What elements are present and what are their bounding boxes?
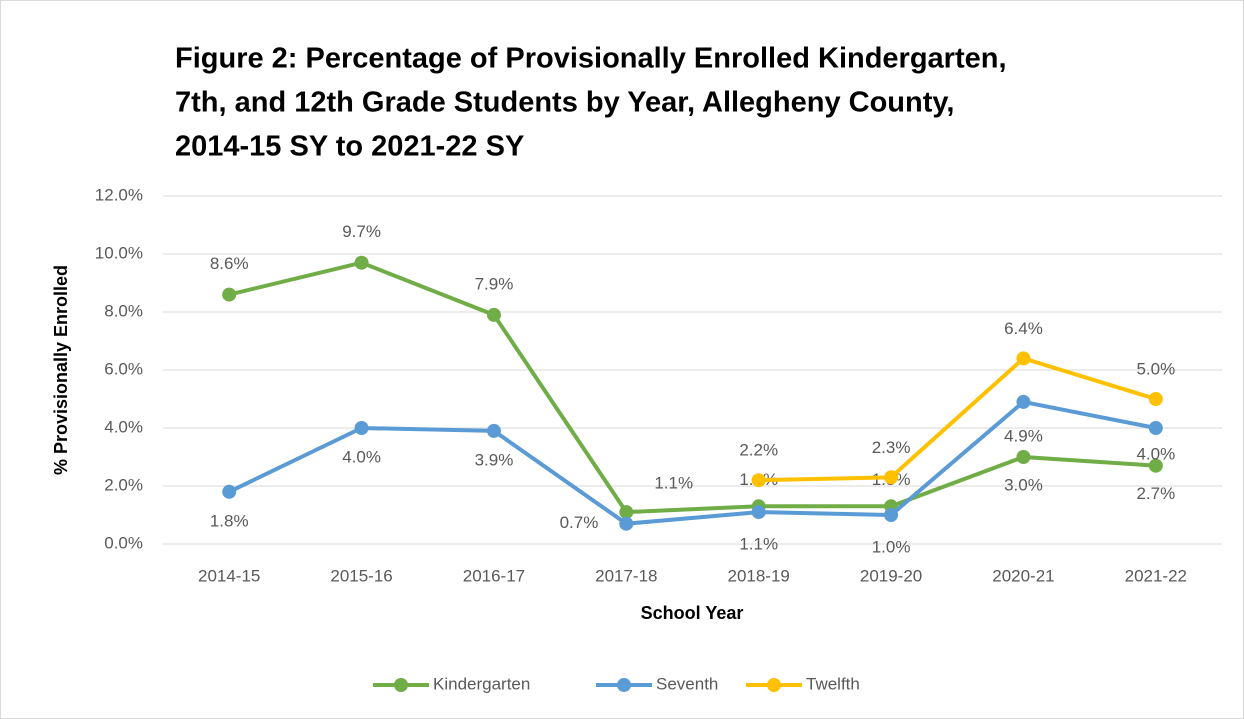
- data-point: [222, 287, 237, 302]
- x-tick-label: 2018-19: [727, 566, 789, 585]
- data-label: 1.1%: [739, 535, 778, 554]
- data-point: [1148, 421, 1163, 435]
- data-point: [884, 470, 899, 485]
- data-label: 5.0%: [1136, 359, 1175, 378]
- y-tick-label: 12.0%: [95, 185, 143, 204]
- y-axis-title: % Provisionally Enrolled: [51, 265, 71, 475]
- data-point: [619, 516, 634, 531]
- data-point: [751, 473, 766, 488]
- series-line: [228, 260, 1156, 515]
- y-tick-label: 2.0%: [104, 475, 143, 494]
- x-axis-title: School Year: [641, 603, 744, 623]
- chart-title: 7th, and 12th Grade Students by Year, Al…: [175, 87, 954, 119]
- series-line: [758, 356, 1157, 483]
- x-tick-label: 2019-20: [860, 566, 922, 585]
- x-tick-label: 2021-22: [1125, 566, 1187, 585]
- y-tick-label: 6.0%: [104, 359, 143, 378]
- data-label: 4.9%: [1004, 426, 1043, 445]
- data-label: 3.0%: [1004, 475, 1043, 494]
- legend-label: Kindergarten: [433, 674, 530, 693]
- data-label: 8.6%: [210, 254, 249, 273]
- data-point: [1016, 394, 1031, 409]
- y-tick-label: 0.0%: [104, 533, 143, 552]
- legend-marker: [394, 678, 408, 692]
- data-point: [1148, 392, 1163, 406]
- x-tick-label: 2015-16: [330, 566, 392, 585]
- data-label: 6.4%: [1004, 319, 1043, 338]
- data-point: [486, 423, 501, 438]
- legend-marker: [767, 678, 781, 692]
- x-tick-label: 2017-18: [595, 566, 657, 585]
- y-tick-label: 8.0%: [104, 301, 143, 320]
- x-tick-label: 2020-21: [992, 566, 1054, 585]
- data-label: 3.9%: [475, 450, 514, 469]
- data-point: [354, 255, 369, 270]
- data-point: [222, 484, 237, 499]
- data-label: 1.0%: [872, 537, 911, 556]
- data-label: 2.2%: [739, 441, 778, 460]
- legend-marker: [617, 678, 631, 692]
- data-point: [1016, 450, 1031, 464]
- data-label: 2.3%: [872, 438, 911, 457]
- data-point: [884, 508, 899, 522]
- y-tick-label: 4.0%: [104, 417, 143, 436]
- data-point: [354, 421, 369, 435]
- data-point: [1148, 458, 1163, 473]
- data-point: [751, 505, 766, 520]
- series-line: [228, 399, 1157, 526]
- x-tick-label: 2014-15: [198, 566, 260, 585]
- data-point: [486, 307, 501, 322]
- data-label: 1.1%: [654, 474, 693, 493]
- data-point: [1016, 351, 1031, 366]
- data-label: 1.8%: [210, 511, 249, 530]
- x-tick-label: 2016-17: [463, 566, 525, 585]
- data-label: 4.0%: [1136, 444, 1175, 463]
- data-label: 9.7%: [342, 222, 381, 241]
- legend-label: Twelfth: [806, 674, 860, 693]
- data-label: 7.9%: [475, 274, 514, 293]
- data-point: [619, 505, 634, 520]
- y-tick-label: 10.0%: [95, 243, 143, 262]
- chart-title: 2014-15 SY to 2021-22 SY: [175, 131, 524, 163]
- data-label: 2.7%: [1136, 484, 1175, 503]
- data-label: 0.7%: [560, 513, 599, 532]
- legend-label: Seventh: [656, 674, 718, 693]
- data-label: 4.0%: [342, 447, 381, 466]
- chart-title: Figure 2: Percentage of Provisionally En…: [175, 43, 1007, 75]
